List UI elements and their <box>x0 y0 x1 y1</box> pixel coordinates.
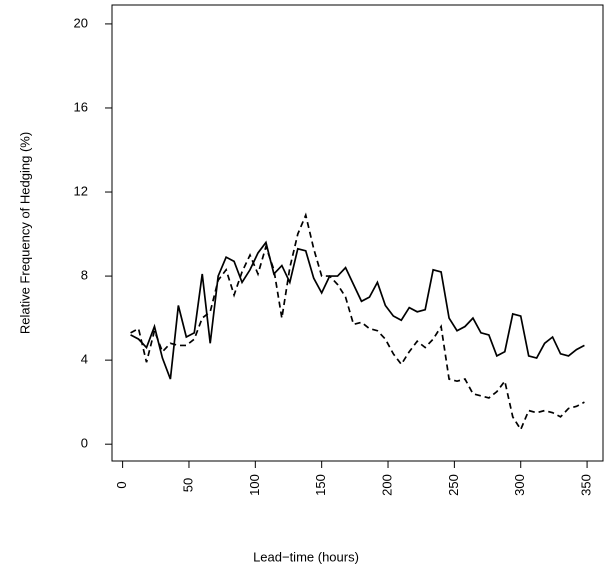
y-tick-label: 16 <box>74 99 88 114</box>
x-tick-label: 300 <box>512 474 527 496</box>
x-axis-title: Lead−time (hours) <box>253 549 359 564</box>
x-tick-label: 250 <box>446 474 461 496</box>
x-tick-label: 0 <box>114 481 129 488</box>
x-tick-label: 150 <box>313 474 328 496</box>
y-tick-label: 0 <box>81 436 88 451</box>
x-tick-label: 100 <box>247 474 262 496</box>
line-series <box>130 240 585 380</box>
y-axis-title: Relative Frequency of Hedging (%) <box>17 132 32 334</box>
x-tick-label: 200 <box>379 474 394 496</box>
x-tick-label: 350 <box>579 474 594 496</box>
y-tick-label: 4 <box>81 352 88 367</box>
y-tick-label: 8 <box>81 268 88 283</box>
line-series <box>130 212 585 432</box>
y-tick-label: 20 <box>74 15 88 30</box>
y-tick-label: 12 <box>74 183 88 198</box>
x-tick-label: 50 <box>180 478 195 492</box>
plot-box <box>111 4 604 462</box>
